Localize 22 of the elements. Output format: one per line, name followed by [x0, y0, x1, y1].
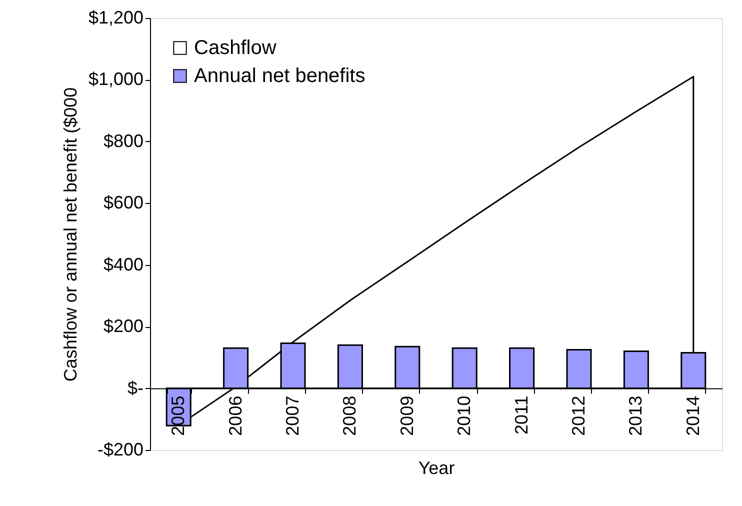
x-tick-label: 2006	[225, 396, 246, 436]
y-tick-label: $-	[127, 378, 144, 398]
x-tick-label: 2007	[282, 396, 302, 436]
x-tick-label: 2013	[626, 396, 646, 436]
x-tick-label: 2009	[396, 396, 417, 436]
y-tick-label: $1,200	[88, 8, 144, 28]
x-tick-label: 2010	[454, 396, 474, 436]
x-tick-label: 2011	[511, 396, 532, 435]
x-axis-title: Year	[418, 458, 455, 478]
y-tick-label: $800	[103, 130, 144, 151]
y-tick-label: $600	[103, 192, 144, 213]
y-tick-label: -$200	[97, 440, 144, 460]
legend-label: Annual net benefits	[194, 65, 366, 87]
y-tick-label: $200	[103, 316, 144, 336]
y-tick-label: $1,000	[88, 69, 144, 90]
y-axis-title: Cashflow or annual net benefit ($000	[60, 87, 80, 382]
x-tick-label: 2014	[682, 396, 703, 436]
y-tick-label: $400	[103, 254, 144, 274]
x-tick-label: 2008	[340, 396, 360, 436]
x-tick-label: 2012	[568, 396, 588, 436]
x-tick-label: 2005	[168, 396, 188, 436]
legend-label: Cashflow	[194, 37, 277, 59]
